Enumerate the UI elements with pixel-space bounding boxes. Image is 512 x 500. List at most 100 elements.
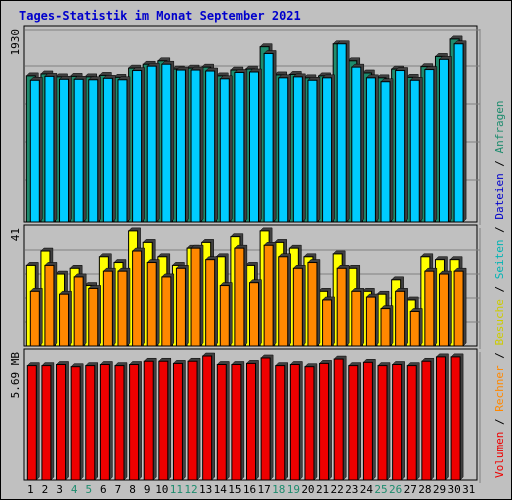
x-tick-label: 15 bbox=[228, 483, 241, 496]
x-tick-label: 8 bbox=[129, 483, 136, 496]
bar-dateien bbox=[190, 69, 201, 223]
bar-volumen bbox=[348, 365, 359, 481]
bar-volumen bbox=[289, 363, 300, 481]
bar-rechner bbox=[59, 293, 70, 347]
x-tick-label: 7 bbox=[115, 483, 122, 496]
bar-rechner bbox=[336, 267, 347, 347]
x-tick-label: 16 bbox=[243, 483, 256, 496]
bar-dateien bbox=[365, 77, 376, 223]
bar-dateien bbox=[73, 78, 84, 223]
x-tick-label: 30 bbox=[447, 483, 460, 496]
bar-rechner bbox=[395, 290, 406, 347]
bar-volumen bbox=[70, 366, 81, 481]
bar-volumen bbox=[260, 357, 271, 481]
bar-dateien bbox=[44, 75, 55, 223]
bar-dateien bbox=[424, 69, 435, 223]
bar-dateien bbox=[380, 81, 391, 223]
legend-part: Besuche bbox=[493, 299, 506, 345]
bar-volumen bbox=[319, 362, 330, 481]
x-tick-label: 25 bbox=[374, 483, 387, 496]
bar-volumen bbox=[99, 363, 110, 481]
legend-part: / bbox=[493, 346, 506, 366]
x-tick-label: 1 bbox=[27, 483, 34, 496]
bar-rechner bbox=[73, 276, 84, 347]
bar-rechner bbox=[380, 308, 391, 347]
bar-rechner bbox=[146, 262, 157, 347]
bar-volumen bbox=[377, 365, 388, 481]
bar-rechner bbox=[278, 256, 289, 347]
bar-volumen bbox=[56, 363, 67, 481]
x-tick-label: 21 bbox=[316, 483, 329, 496]
x-tick-label: 10 bbox=[155, 483, 168, 496]
x-tick-label: 24 bbox=[360, 483, 374, 496]
bar-rechner bbox=[322, 299, 333, 347]
x-tick-label: 6 bbox=[100, 483, 107, 496]
bar-rechner bbox=[117, 270, 128, 347]
bar-rechner bbox=[205, 259, 216, 347]
bar-dateien bbox=[292, 76, 303, 223]
x-tick-label: 12 bbox=[184, 483, 197, 496]
bar-volumen bbox=[304, 366, 315, 481]
bar-dateien bbox=[88, 79, 99, 223]
x-tick-label: 18 bbox=[272, 483, 285, 496]
bar-rechner bbox=[88, 287, 99, 347]
x-tick-label: 20 bbox=[301, 483, 314, 496]
bar-volumen bbox=[216, 363, 227, 481]
bar-rechner bbox=[219, 285, 230, 347]
bar-dateien bbox=[249, 71, 259, 223]
bar-dateien bbox=[59, 78, 70, 223]
bar-rechner bbox=[234, 247, 245, 347]
bar-rechner bbox=[365, 296, 376, 347]
x-tick-label: 29 bbox=[433, 483, 446, 496]
y-axis-max-label: 41 bbox=[9, 228, 22, 241]
bar-rechner bbox=[292, 267, 303, 347]
bar-dateien bbox=[453, 43, 464, 223]
bar-rechner bbox=[190, 247, 201, 347]
bar-dateien bbox=[322, 77, 333, 223]
bar-rechner bbox=[161, 276, 172, 347]
bar-rechner bbox=[438, 273, 449, 347]
legend-part: / bbox=[493, 279, 506, 299]
bar-dateien bbox=[205, 70, 216, 223]
x-tick-label: 9 bbox=[144, 483, 151, 496]
x-tick-label: 27 bbox=[404, 483, 417, 496]
bar-dateien bbox=[175, 69, 186, 223]
x-tick-label: 31 bbox=[462, 483, 475, 496]
x-tick-label: 11 bbox=[170, 483, 183, 496]
bar-volumen bbox=[26, 365, 37, 481]
bar-dateien bbox=[351, 66, 362, 223]
bar-rechner bbox=[132, 250, 143, 347]
bar-dateien bbox=[409, 79, 420, 223]
bar-rechner bbox=[29, 290, 40, 347]
bar-volumen bbox=[275, 365, 286, 481]
y-axis-max-label: 5.69 MB bbox=[9, 352, 22, 399]
bar-volumen bbox=[421, 360, 432, 481]
bar-volumen bbox=[450, 356, 461, 481]
bar-volumen bbox=[333, 358, 344, 481]
legend-part: Rechner bbox=[493, 365, 506, 412]
bar-volumen bbox=[435, 356, 446, 481]
bar-volumen bbox=[129, 363, 140, 481]
bar-volumen bbox=[114, 365, 125, 481]
y-axis-max-label: 1930 bbox=[9, 29, 22, 56]
x-tick-label: 23 bbox=[345, 483, 358, 496]
bar-volumen bbox=[41, 365, 52, 481]
bar-dateien bbox=[336, 43, 347, 223]
bar-dateien bbox=[132, 70, 143, 223]
bar-rechner bbox=[424, 270, 435, 347]
bar-volumen bbox=[406, 365, 417, 481]
bar-volumen bbox=[202, 355, 213, 481]
bar-rechner bbox=[102, 270, 113, 347]
x-tick-label: 13 bbox=[199, 483, 212, 496]
bar-rechner bbox=[351, 290, 362, 347]
bar-dateien bbox=[219, 78, 230, 223]
bar-dateien bbox=[29, 79, 40, 223]
x-tick-label: 17 bbox=[257, 483, 270, 496]
legend-part: Volumen bbox=[493, 432, 506, 478]
legend-part: / bbox=[493, 412, 506, 432]
bar-dateien bbox=[146, 65, 157, 223]
bar-rechner bbox=[263, 244, 274, 347]
bar-volumen bbox=[172, 362, 183, 481]
x-tick-label: 2 bbox=[42, 483, 49, 496]
